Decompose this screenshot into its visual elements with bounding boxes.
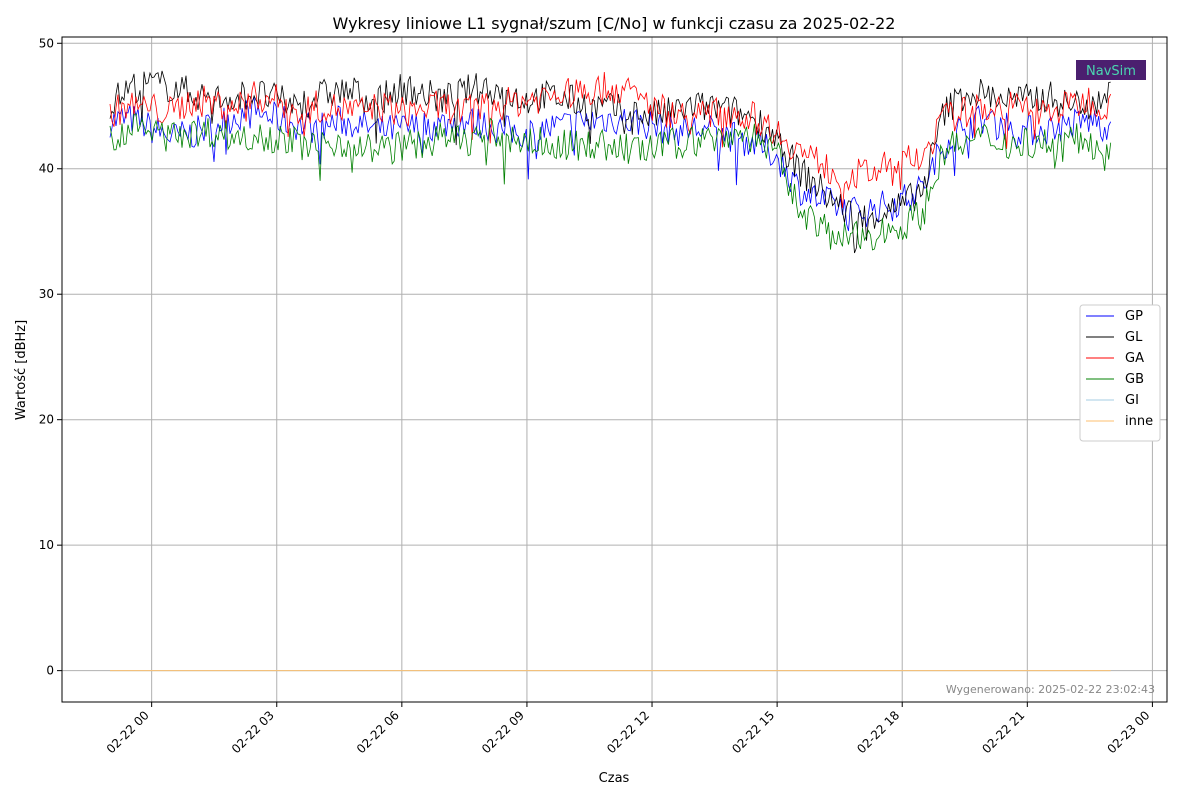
legend-label: GI [1125, 393, 1139, 408]
legend-label: inne [1125, 414, 1153, 429]
chart-title: Wykresy liniowe L1 sygnał/szum [C/No] w … [333, 14, 896, 33]
legend-label: GA [1125, 351, 1144, 366]
series-line-gp [109, 96, 1112, 232]
series-line-gb [109, 113, 1112, 251]
y-axis-label: Wartość [dBHz] [14, 320, 29, 420]
y-tick-label: 40 [39, 162, 54, 176]
generated-timestamp: Wygenerowano: 2025-02-22 23:02:43 [946, 683, 1155, 696]
series-lines [109, 70, 1112, 672]
x-axis-label: Czas [599, 771, 630, 786]
y-tick-label: 0 [46, 664, 54, 678]
watermark-logo: NavSim [1076, 60, 1146, 80]
legend-label: GP [1125, 309, 1143, 324]
legend-label: GL [1125, 330, 1143, 345]
y-tick-label: 20 [39, 413, 54, 427]
plot-frame [61, 36, 1168, 703]
watermark-text: NavSim [1086, 64, 1136, 79]
series-line-ga [109, 71, 1112, 209]
y-tick-label: 30 [39, 287, 54, 301]
y-tick-label: 50 [39, 36, 54, 50]
legend-label: GB [1125, 372, 1144, 387]
legend: GP GL GA GB GI inne [1079, 304, 1161, 442]
y-tick-label: 10 [39, 538, 54, 552]
legend-box [1079, 304, 1161, 442]
